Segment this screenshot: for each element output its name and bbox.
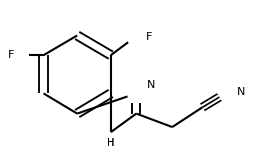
Text: H: H — [107, 138, 115, 148]
Text: N: N — [147, 80, 155, 90]
Text: H: H — [107, 138, 115, 148]
Text: N: N — [237, 87, 246, 97]
Text: F: F — [8, 50, 15, 60]
Text: F: F — [146, 32, 152, 42]
